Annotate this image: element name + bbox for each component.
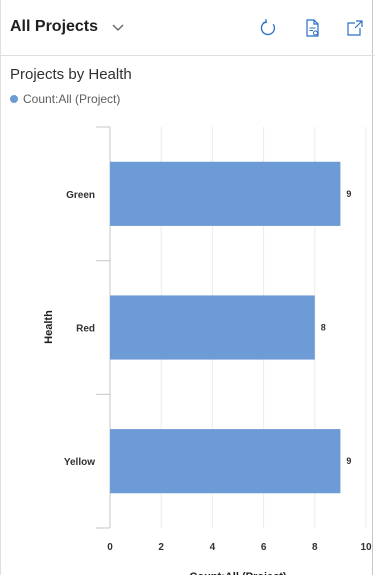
x-tick-label: 8: [312, 542, 318, 553]
chart-title: Projects by Health: [10, 66, 132, 83]
expand-icon[interactable]: [343, 17, 365, 39]
refresh-icon[interactable]: [257, 17, 279, 39]
chevron-down-icon[interactable]: [111, 22, 125, 32]
x-tick-label: 6: [261, 542, 267, 553]
view-selector-label[interactable]: All Projects: [10, 18, 99, 35]
bar[interactable]: [110, 161, 341, 226]
legend-label: Count:All (Project): [23, 92, 121, 106]
y-axis-title: Health: [43, 310, 55, 344]
report-icon[interactable]: [301, 17, 323, 39]
data-label: 9: [346, 456, 351, 466]
bar[interactable]: [110, 429, 341, 494]
x-tick-label: 10: [360, 542, 372, 553]
data-label: 8: [321, 323, 326, 333]
bar[interactable]: [110, 295, 315, 360]
chart-legend[interactable]: Count:All (Project): [10, 92, 120, 106]
chart-header: All Projects: [0, 0, 375, 56]
legend-swatch: [10, 95, 18, 103]
x-tick-label: 2: [158, 542, 164, 553]
x-tick-label: 4: [210, 542, 216, 553]
category-label: Yellow: [64, 457, 95, 468]
x-tick-label: 0: [107, 542, 113, 553]
data-label: 9: [346, 189, 351, 199]
x-axis-title: Count:All (Project): [189, 571, 286, 575]
category-label: Red: [76, 324, 95, 335]
category-label: Green: [66, 190, 95, 201]
